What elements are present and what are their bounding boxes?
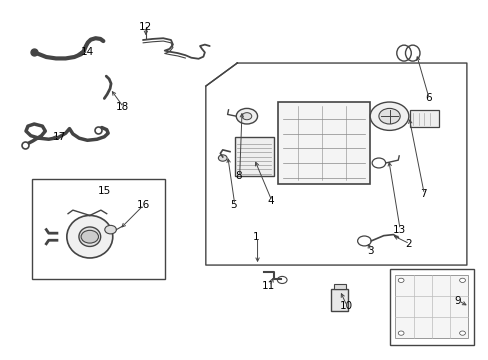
Text: 13: 13 — [392, 225, 405, 235]
Bar — [32, 179, 164, 279]
Circle shape — [459, 331, 465, 335]
Text: 18: 18 — [116, 102, 129, 112]
Text: 7: 7 — [419, 189, 426, 199]
Text: 11: 11 — [262, 281, 275, 291]
Bar — [330, 289, 348, 311]
Text: 9: 9 — [453, 296, 460, 306]
Circle shape — [236, 108, 257, 124]
Ellipse shape — [79, 227, 101, 247]
Circle shape — [218, 155, 226, 161]
Text: 12: 12 — [139, 22, 152, 32]
Circle shape — [369, 102, 408, 130]
Bar — [394, 275, 468, 338]
Circle shape — [378, 108, 399, 124]
Bar — [389, 269, 473, 345]
Bar — [278, 102, 369, 184]
Text: 17: 17 — [53, 132, 66, 143]
Bar — [333, 284, 345, 289]
Circle shape — [81, 230, 98, 243]
Text: 14: 14 — [81, 47, 94, 57]
Circle shape — [242, 113, 251, 120]
Circle shape — [104, 225, 116, 234]
Ellipse shape — [67, 215, 113, 258]
Text: 2: 2 — [405, 239, 411, 249]
Text: 10: 10 — [339, 301, 352, 311]
Bar — [409, 110, 438, 127]
Circle shape — [397, 278, 403, 283]
Circle shape — [459, 278, 465, 283]
Circle shape — [397, 331, 403, 335]
Text: 1: 1 — [253, 232, 259, 242]
Bar — [234, 138, 273, 176]
Text: 15: 15 — [98, 186, 111, 195]
Text: 5: 5 — [230, 200, 237, 210]
Text: 4: 4 — [267, 196, 274, 206]
Text: 16: 16 — [136, 200, 149, 210]
Text: 6: 6 — [424, 94, 430, 103]
Text: 8: 8 — [235, 171, 242, 181]
Text: 3: 3 — [366, 246, 373, 256]
